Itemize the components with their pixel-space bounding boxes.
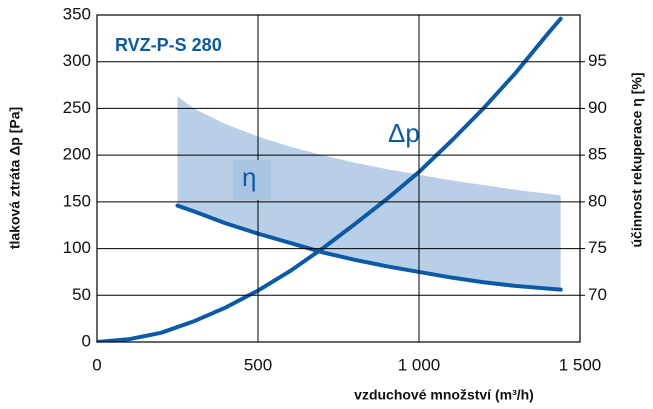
plot-frame	[96, 14, 581, 343]
y-tick-label: 300	[63, 51, 91, 70]
y2-tick-label: 75	[588, 238, 607, 257]
label-box	[233, 160, 271, 200]
y-tick-label: 0	[82, 331, 91, 350]
x-tick-label: 1 500	[559, 355, 602, 374]
chart-title: RVZ-P-S 280	[115, 35, 222, 55]
title-box	[107, 29, 255, 61]
series-label: Δp	[388, 118, 420, 148]
y2-tick-label: 70	[588, 285, 607, 304]
band	[177, 96, 561, 290]
x-tick-label: 1 000	[398, 355, 441, 374]
series-label: η	[242, 162, 256, 192]
y-axis-label: tlaková ztráta Δp [Pa]	[7, 107, 23, 249]
y-tick-label: 350	[63, 4, 91, 23]
line	[97, 16, 563, 342]
y-tick-label: 50	[72, 285, 91, 304]
y-tick-label: 250	[63, 98, 91, 117]
x-tick-label: 500	[244, 355, 272, 374]
line	[175, 203, 563, 292]
y2-tick-label: 80	[588, 191, 607, 210]
y2-tick-label: 95	[588, 51, 607, 70]
y2-tick-label: 90	[588, 98, 607, 117]
y2-axis-label: účinnost rekuperace η [%]	[629, 72, 645, 247]
y-tick-label: 200	[63, 145, 91, 164]
y-tick-label: 100	[63, 238, 91, 257]
y-tick-label: 150	[63, 191, 91, 210]
x-axis-label: vzduchové množství (m³/h)	[354, 387, 534, 403]
x-tick-label: 0	[92, 355, 101, 374]
y2-tick-label: 85	[588, 145, 607, 164]
